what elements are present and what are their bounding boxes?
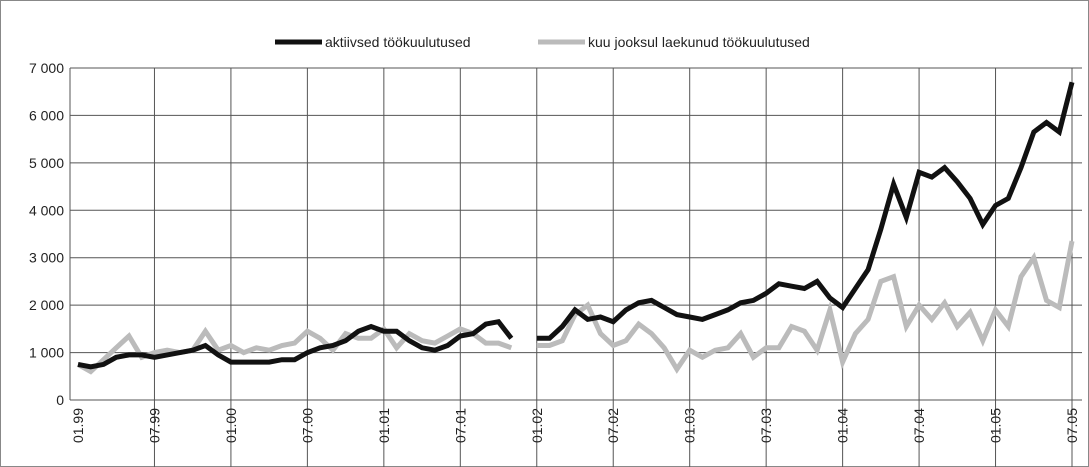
series-line: [76, 240, 1075, 375]
y-tick-label: 1 000: [29, 345, 64, 361]
x-tick-label: 01.01: [376, 408, 392, 443]
x-tick-label: 01.00: [223, 408, 239, 443]
x-tick-label: 01.99: [70, 408, 86, 443]
x-tick-label: 07.02: [605, 408, 621, 443]
x-tick-label: 07.01: [452, 408, 468, 443]
y-tick-label: 5 000: [29, 155, 64, 171]
x-tick-label: 07.00: [299, 408, 315, 443]
y-tick-label: 6 000: [29, 107, 64, 123]
x-tick-label: 01.05: [988, 408, 1004, 443]
x-tick-label: 01.02: [529, 408, 545, 443]
x-tick-label: 07.04: [911, 408, 927, 443]
x-tick-label: 07.05: [1064, 408, 1080, 443]
y-tick-label: 0: [56, 392, 64, 408]
series-line: [77, 81, 1075, 370]
x-tick-label: 01.03: [682, 408, 698, 443]
y-tick-label: 3 000: [29, 250, 64, 266]
x-tick-label: 07.03: [758, 408, 774, 443]
x-tick-label: 07.99: [146, 408, 162, 443]
y-tick-label: 4 000: [29, 202, 64, 218]
x-tick-label: 01.04: [835, 408, 851, 443]
y-tick-label: 2 000: [29, 297, 64, 313]
y-tick-label: 7 000: [29, 60, 64, 76]
legend-label: kuu jooksul laekunud töökuulutused: [588, 34, 810, 50]
legend-label: aktiivsed töökuulutused: [325, 34, 471, 50]
